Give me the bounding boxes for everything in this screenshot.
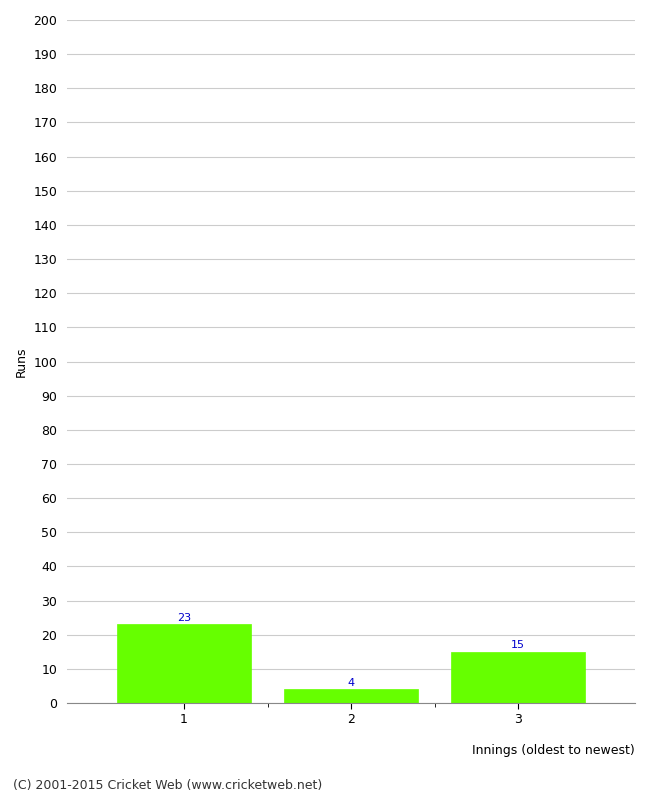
Text: 23: 23 xyxy=(177,613,191,622)
Y-axis label: Runs: Runs xyxy=(15,346,28,377)
Text: 15: 15 xyxy=(511,640,525,650)
Text: 4: 4 xyxy=(348,678,355,688)
Bar xyxy=(117,625,251,703)
Bar xyxy=(284,690,418,703)
Text: (C) 2001-2015 Cricket Web (www.cricketweb.net): (C) 2001-2015 Cricket Web (www.cricketwe… xyxy=(13,779,322,792)
Text: Innings (oldest to newest): Innings (oldest to newest) xyxy=(473,744,635,757)
Bar xyxy=(451,652,585,703)
